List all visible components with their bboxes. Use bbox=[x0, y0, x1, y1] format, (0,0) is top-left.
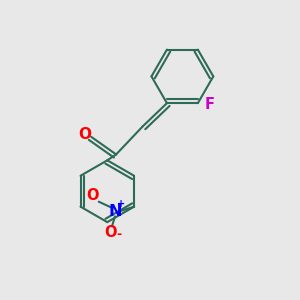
Text: +: + bbox=[117, 199, 125, 209]
Text: N: N bbox=[108, 204, 122, 219]
Text: F: F bbox=[204, 97, 214, 112]
Text: O: O bbox=[86, 188, 98, 203]
Text: -: - bbox=[116, 228, 121, 241]
Text: O: O bbox=[104, 225, 117, 240]
Text: O: O bbox=[78, 127, 91, 142]
